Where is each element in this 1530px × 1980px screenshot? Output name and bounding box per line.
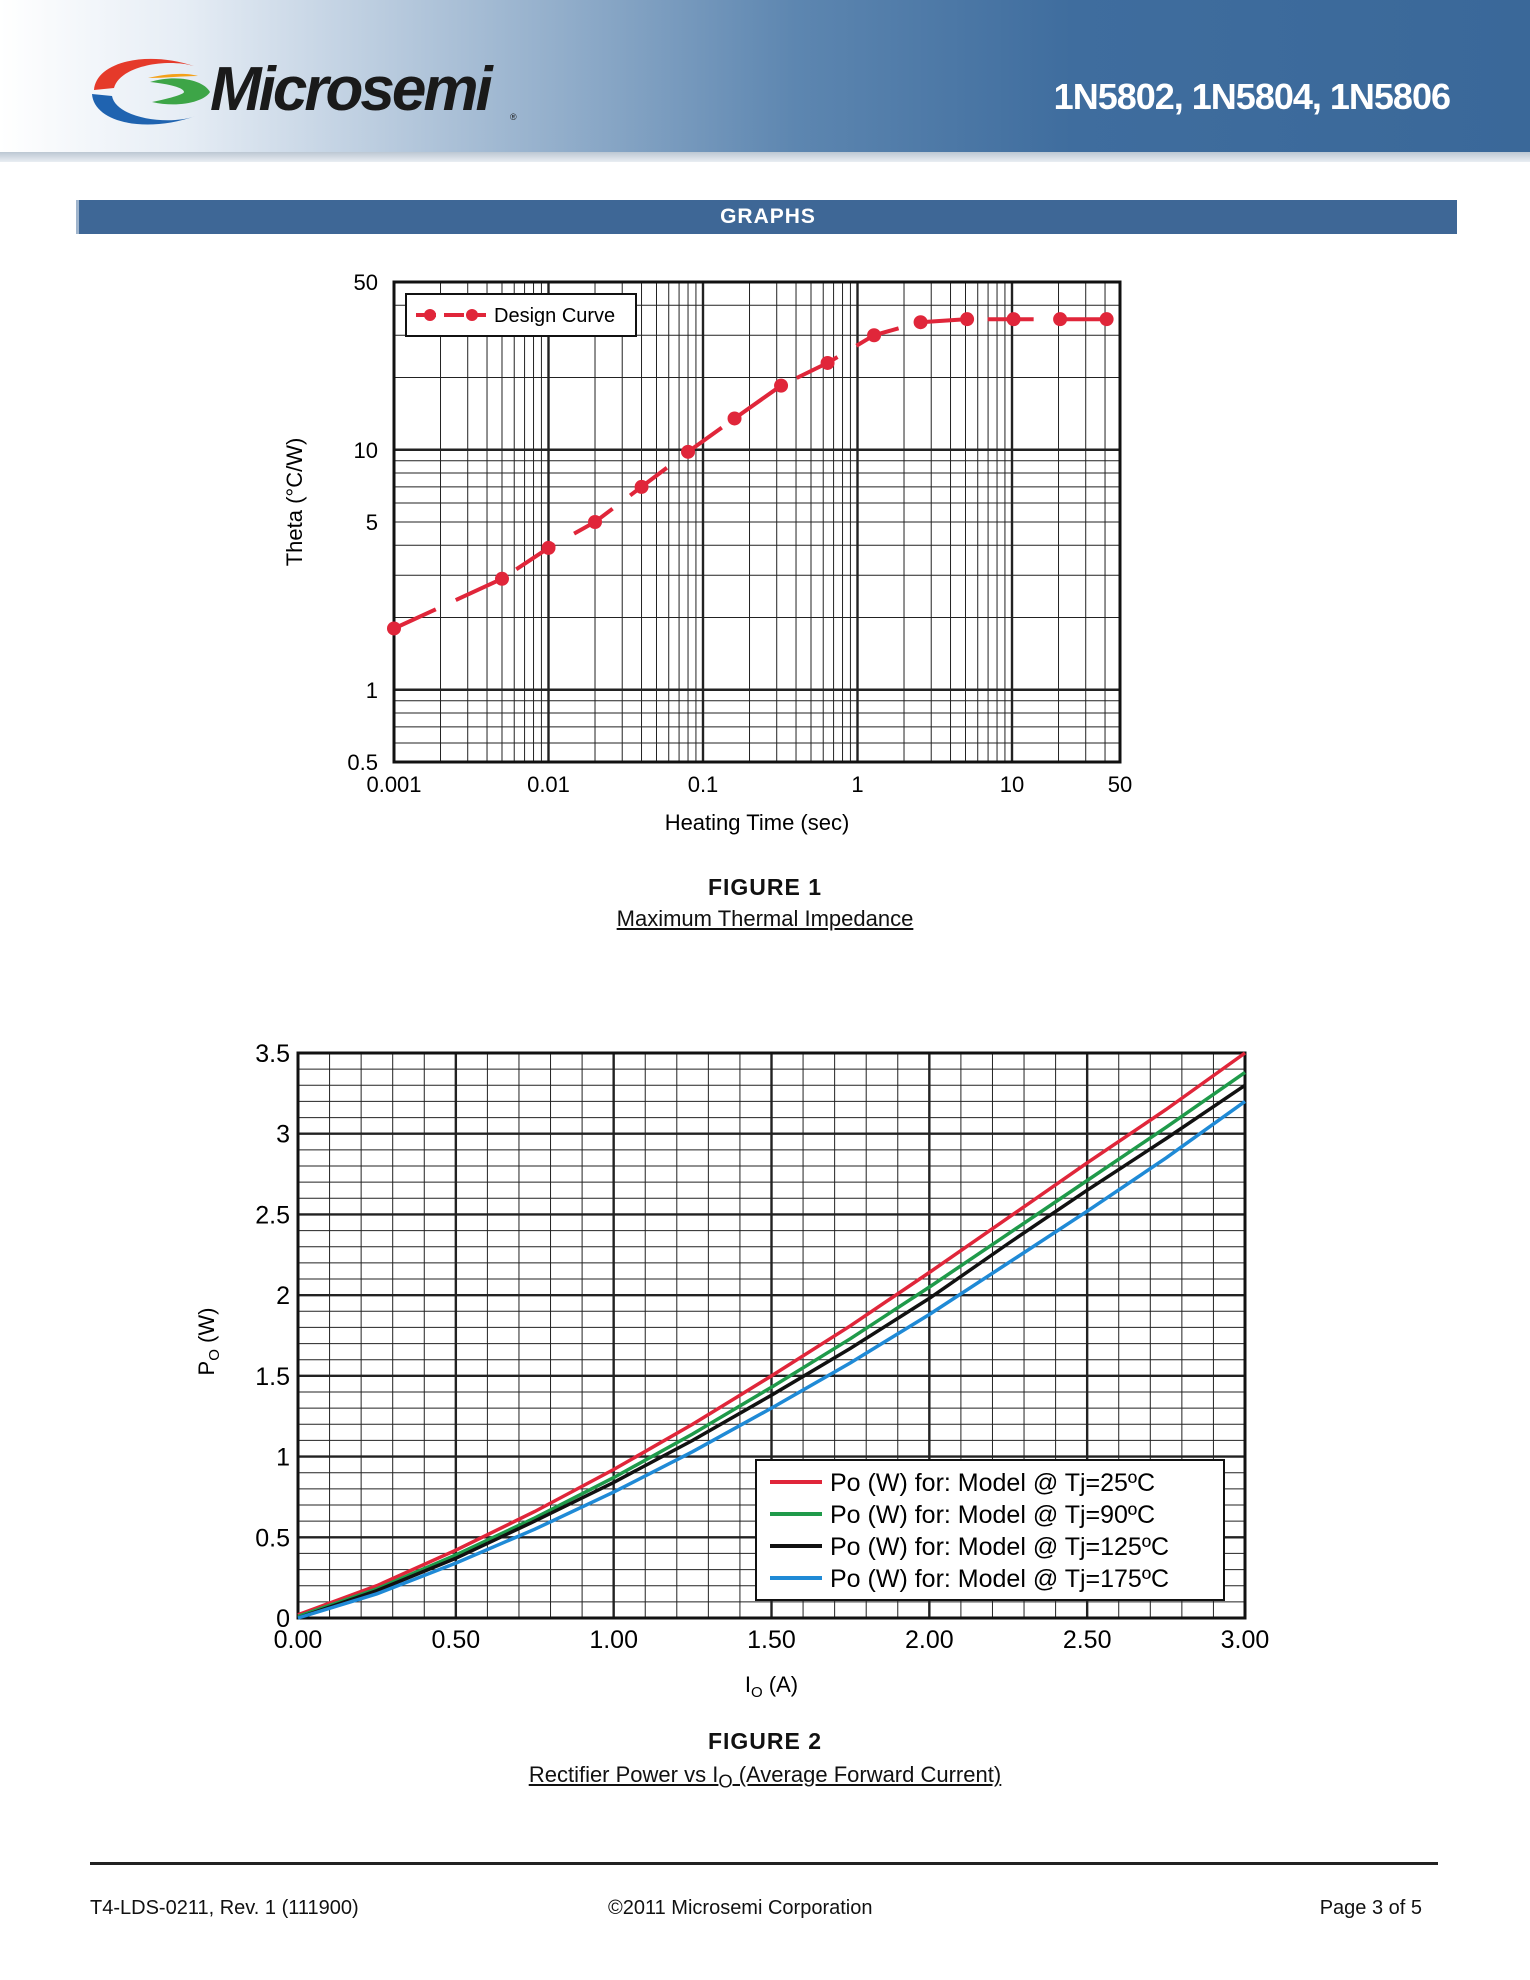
logo-swoosh-icon [92, 58, 210, 125]
y-tick-label: 2 [276, 1282, 290, 1310]
y-tick-label: 1.5 [255, 1363, 290, 1391]
series-line [297, 1083, 1246, 1620]
x-axis-label: Heating Time (sec) [665, 810, 850, 835]
x-tick-label: 2.00 [905, 1626, 954, 1654]
legend-label: Po (W) for: Model @ Tj=175ºC [830, 1565, 1169, 1593]
section-title: GRAPHS [720, 205, 816, 228]
y-tick-label: 10 [354, 438, 378, 463]
rectifier-power-chart: 0.00 0.50 1.00 1.50 2.00 2.50 3.00 0 0.5 1 1.5 2 2.5… [194, 1040, 1270, 1698]
header-rule [0, 152, 1530, 162]
y-axis-label-unit: (W) [194, 1308, 219, 1350]
data-point [820, 355, 835, 370]
legend-box [755, 1459, 1225, 1601]
legend-label: Po (W) for: Model @ Tj=25ºC [830, 1469, 1155, 1497]
y-tick-label: 3 [276, 1121, 290, 1149]
series-line [393, 317, 1107, 631]
y-axis-label: PO (W) [194, 1308, 223, 1376]
figure2-caption-suffix: (Average Forward Current) [732, 1762, 1002, 1787]
legend-marker [466, 309, 478, 321]
figure1-caption-text: Maximum Thermal Impedance [616, 906, 914, 931]
figure2-label: FIGURE 2 [707, 1728, 823, 1754]
figure2-caption: Rectifier Power vs IO (Average Forward C… [0, 1762, 1530, 1792]
data-point [1099, 312, 1114, 327]
x-tick-label: 0.001 [366, 772, 421, 797]
series-line [297, 1070, 1246, 1619]
x-tick-label: 3.00 [1221, 1626, 1270, 1654]
section-header: GRAPHS [76, 200, 1457, 234]
x-tick-label: 2.50 [1063, 1626, 1112, 1654]
data-point [541, 540, 556, 555]
series-line [297, 1051, 1247, 1617]
x-axis-label: IO (A) [745, 1672, 798, 1698]
x-tick-label: 1 [851, 772, 863, 797]
legend-marker [424, 309, 436, 321]
brand-logo: Microsemi ® [86, 52, 526, 132]
figure1-label: FIGURE 1 [707, 874, 823, 900]
y-tick-label: 50 [354, 270, 378, 295]
data-point [867, 328, 882, 343]
header-band [0, 0, 1530, 152]
x-tick-label: 1.50 [747, 1626, 796, 1654]
data-point [727, 411, 742, 426]
y-axis-label-sub: O [206, 1349, 223, 1361]
footer-doc-id: T4-LDS-0211, Rev. 1 (111900) [90, 1897, 359, 1919]
legend-label: Design Curve [494, 305, 615, 327]
y-tick-label: 0 [276, 1605, 290, 1633]
data-point [494, 571, 509, 586]
legend: Po (W) for: Model @ Tj=25ºC Po (W) for: M… [755, 1459, 1225, 1601]
legend: Design Curve [405, 293, 637, 337]
legend-label: Po (W) for: Model @ Tj=125ºC [830, 1533, 1169, 1561]
data-point [1053, 312, 1068, 327]
data-point [913, 315, 928, 330]
x-tick-label: 50 [1108, 772, 1132, 797]
x-tick-label: 0.1 [688, 772, 719, 797]
plot-frame [392, 280, 1122, 764]
x-tick-label: 0.50 [431, 1626, 480, 1654]
x-tick-label: 0.01 [527, 772, 570, 797]
y-tick-label: 1 [276, 1444, 290, 1472]
series-line [297, 1099, 1247, 1620]
footer-rule [90, 1862, 1438, 1865]
legend-label: Po (W) for: Model @ Tj=90ºC [830, 1501, 1155, 1529]
data-point [681, 444, 696, 459]
footer-copyright: ©2011 Microsemi Corporation [608, 1897, 873, 1919]
x-axis-label-main: I [745, 1672, 751, 1697]
registered-mark: ® [510, 112, 517, 122]
y-axis-label-main: P [194, 1361, 219, 1376]
figure2-caption-prefix: Rectifier Power vs I [528, 1762, 719, 1787]
data-point [634, 479, 649, 494]
y-tick-label: 0.5 [255, 1524, 290, 1552]
thermal-impedance-chart: 0.001 0.01 0.1 1 10 50 0.5 1 5 10 50 Heating Time (… [282, 270, 1132, 835]
x-tick-label: 1.00 [589, 1626, 638, 1654]
y-tick-label: 2.5 [255, 1201, 290, 1229]
data-point [1006, 312, 1021, 327]
brand-name: Microsemi [210, 55, 493, 124]
x-axis-label-sub: O [751, 1684, 763, 1698]
y-axis-label: Theta (°C/W) [282, 438, 307, 567]
footer-page-number: Page 3 of 5 [1319, 1897, 1422, 1919]
data-point [960, 312, 975, 327]
plot-frame [296, 1051, 1247, 1620]
figure1-caption: Maximum Thermal Impedance [0, 906, 1530, 932]
data-point [588, 515, 603, 529]
x-tick-label: 0.00 [274, 1626, 323, 1654]
data-point [387, 621, 401, 636]
x-axis-label-unit: (A) [763, 1672, 798, 1697]
y-tick-label: 1 [366, 678, 378, 703]
x-tick-label: 10 [1000, 772, 1024, 797]
y-tick-label: 3.5 [255, 1040, 290, 1068]
y-tick-label: 5 [366, 510, 378, 535]
data-point [774, 378, 789, 393]
part-numbers-title: 1N5802, 1N5804, 1N5806 [1053, 76, 1451, 117]
figure2-caption-sub: O [718, 1770, 733, 1792]
figure2-caption-text: Rectifier Power vs IO (Average Forward C… [528, 1762, 1002, 1791]
y-tick-label: 0.5 [347, 750, 378, 775]
